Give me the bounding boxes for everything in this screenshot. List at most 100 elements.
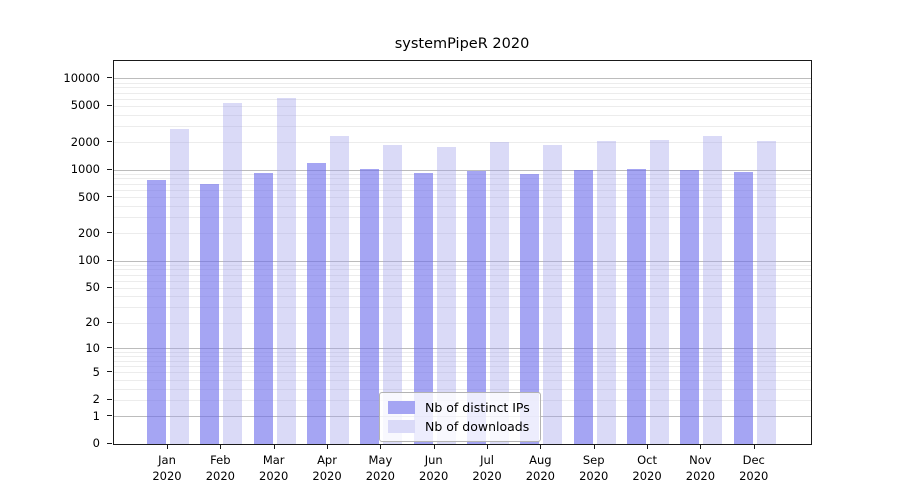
x-tick-month: Sep — [582, 453, 605, 467]
bar-nov-downloads — [703, 136, 723, 444]
x-tick-label-nov: Nov 2020 — [686, 452, 715, 484]
bar-jul-downloads — [490, 141, 510, 444]
x-tick-mark — [540, 444, 542, 449]
x-tick-mark — [593, 444, 595, 449]
y-tick-mark — [107, 442, 112, 444]
minor-gridline — [114, 356, 811, 358]
minor-gridline — [114, 388, 811, 390]
x-tick-label-feb: Feb 2020 — [206, 452, 235, 484]
minor-gridline — [114, 322, 811, 324]
x-tick-year: 2020 — [152, 469, 182, 483]
major-gridline — [114, 78, 811, 80]
minor-gridline — [114, 366, 811, 368]
minor-gridline — [114, 274, 811, 276]
y-tick-label: 200 — [78, 225, 100, 240]
legend-label-distinct-ips: Nb of distinct IPs — [425, 400, 530, 415]
x-tick-label-aug: Aug 2020 — [526, 452, 555, 484]
y-tick-mark — [107, 77, 112, 79]
y-tick-mark — [107, 259, 112, 261]
x-tick-month: Dec — [742, 453, 765, 467]
y-tick-mark — [107, 196, 112, 198]
bar-nov-distinct-ips — [680, 170, 700, 444]
x-tick-year: 2020 — [365, 469, 395, 483]
x-tick-mark — [220, 444, 222, 449]
x-tick-mark — [327, 444, 329, 449]
y-tick-mark — [107, 398, 112, 400]
y-tick-label: 2 — [92, 392, 100, 407]
y-tick-label: 10 — [85, 340, 100, 355]
minor-gridline — [114, 197, 811, 199]
bar-may-distinct-ips — [360, 168, 380, 444]
minor-gridline — [114, 105, 811, 107]
x-tick-year: 2020 — [632, 469, 662, 483]
bar-aug-distinct-ips — [520, 174, 540, 444]
bar-dec-downloads — [756, 140, 776, 444]
x-tick-year: 2020 — [525, 469, 556, 483]
x-tick-year: 2020 — [419, 469, 449, 483]
x-tick-label-apr: Apr 2020 — [312, 452, 341, 484]
legend-item-distinct-ips: Nb of distinct IPs — [388, 398, 530, 417]
y-tick-label: 2000 — [70, 134, 100, 149]
bar-feb-downloads — [223, 103, 243, 444]
x-tick-month: Mar — [262, 453, 285, 467]
y-tick-mark — [107, 141, 112, 143]
legend-label-downloads: Nb of downloads — [425, 419, 530, 434]
minor-gridline — [114, 269, 811, 271]
x-tick-label-jan: Jan 2020 — [152, 452, 181, 484]
bar-oct-downloads — [650, 140, 670, 444]
x-tick-year: 2020 — [205, 469, 235, 483]
x-tick-label-mar: Mar 2020 — [259, 452, 288, 484]
x-tick-label-dec: Dec 2020 — [739, 452, 768, 484]
x-tick-month: Apr — [317, 453, 337, 467]
minor-gridline — [114, 82, 811, 84]
y-axis: 10000 5000 2000 1000 500 200 100 50 20 10 5 2 1 0 — [0, 60, 113, 450]
legend: Nb of distinct IPs Nb of downloads — [379, 392, 541, 442]
bar-sep-distinct-ips — [573, 170, 593, 444]
bar-jan-downloads — [170, 128, 189, 444]
legend-item-downloads: Nb of downloads — [388, 417, 530, 436]
minor-gridline — [114, 189, 811, 191]
major-gridline — [114, 260, 811, 262]
y-tick-mark — [107, 232, 112, 234]
minor-gridline — [114, 173, 811, 175]
minor-gridline — [114, 264, 811, 266]
y-tick-label: 10000 — [63, 70, 100, 85]
x-tick-label-sep: Sep 2020 — [579, 452, 608, 484]
major-gridline — [114, 348, 811, 350]
x-tick-label-jul: Jul 2020 — [472, 452, 501, 484]
x-tick-label-may: May 2020 — [366, 452, 395, 484]
bar-jun-distinct-ips — [413, 173, 433, 444]
plot-area: Nb of distinct IPs Nb of downloads — [113, 60, 812, 445]
y-tick-mark — [107, 104, 112, 106]
y-tick-mark — [107, 321, 112, 323]
legend-swatch-distinct-ips — [388, 401, 415, 414]
x-tick-label-jun: Jun 2020 — [419, 452, 448, 484]
bar-jun-downloads — [436, 146, 456, 444]
minor-gridline — [114, 126, 811, 128]
y-tick-label: 1 — [92, 408, 100, 423]
bar-feb-distinct-ips — [200, 184, 220, 444]
minor-gridline — [114, 352, 811, 354]
x-tick-month: Feb — [210, 453, 231, 467]
y-tick-label: 20 — [85, 315, 100, 330]
x-tick-label-oct: Oct 2020 — [632, 452, 661, 484]
x-tick-month: Jan — [158, 453, 176, 467]
minor-gridline — [114, 307, 811, 309]
y-tick-label: 1000 — [70, 162, 100, 177]
x-tick-mark — [380, 444, 382, 449]
minor-gridline — [114, 233, 811, 235]
x-axis: Jan 2020 Feb 2020 Mar 2020 Apr 2020 May 2020 Jun 20… — [113, 444, 810, 494]
x-tick-month: Aug — [529, 453, 552, 467]
x-tick-mark — [647, 444, 649, 449]
y-tick-mark — [107, 415, 112, 417]
y-tick-label: 50 — [85, 280, 100, 295]
minor-gridline — [114, 379, 811, 381]
y-tick-label: 5000 — [70, 98, 100, 113]
bar-mar-distinct-ips — [253, 172, 273, 444]
minor-gridline — [114, 217, 811, 219]
minor-gridline — [114, 142, 811, 144]
bar-may-downloads — [383, 144, 403, 444]
bar-aug-downloads — [543, 144, 563, 444]
minor-gridline — [114, 205, 811, 207]
major-gridline — [114, 169, 811, 171]
